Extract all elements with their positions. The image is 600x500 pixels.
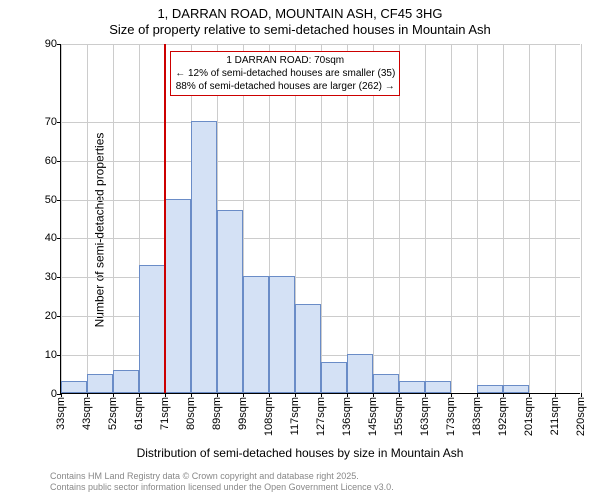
grid-line-v xyxy=(321,44,322,393)
x-tick-label: 127sqm xyxy=(315,397,327,436)
grid-line-v xyxy=(451,44,452,393)
y-tick-label: 10 xyxy=(45,349,57,361)
histogram-bar xyxy=(243,276,269,393)
grid-line-v xyxy=(503,44,504,393)
x-tick-label: 61sqm xyxy=(133,397,145,430)
y-tick-label: 90 xyxy=(45,38,57,50)
x-tick-label: 99sqm xyxy=(237,397,249,430)
y-tick-label: 50 xyxy=(45,194,57,206)
histogram-bar xyxy=(503,385,529,393)
x-tick-mark xyxy=(217,393,218,397)
y-tick-label: 20 xyxy=(45,310,57,322)
histogram-bar xyxy=(321,362,347,393)
grid-line-v xyxy=(581,44,582,393)
chart-footer: Contains HM Land Registry data © Crown c… xyxy=(50,471,394,494)
x-tick-label: 145sqm xyxy=(367,397,379,436)
plot-area: 0102030405060709033sqm43sqm52sqm61sqm71s… xyxy=(60,44,580,394)
histogram-bar xyxy=(373,374,399,393)
x-tick-label: 71sqm xyxy=(159,397,171,430)
footer-line-2: Contains public sector information licen… xyxy=(50,482,394,494)
x-tick-mark xyxy=(113,393,114,397)
x-tick-mark xyxy=(477,393,478,397)
annotation-line: 88% of semi-detached houses are larger (… xyxy=(175,80,395,93)
grid-line-v xyxy=(555,44,556,393)
histogram-bar xyxy=(347,354,373,393)
x-tick-mark xyxy=(165,393,166,397)
x-tick-label: 117sqm xyxy=(289,397,301,435)
annotation-box: 1 DARRAN ROAD: 70sqm← 12% of semi-detach… xyxy=(170,51,400,96)
y-tick-label: 30 xyxy=(45,271,57,283)
histogram-bar xyxy=(399,381,425,393)
histogram-bar xyxy=(477,385,503,393)
histogram-bar xyxy=(113,370,139,393)
y-tick-label: 40 xyxy=(45,232,57,244)
x-tick-mark xyxy=(321,393,322,397)
grid-line-v xyxy=(87,44,88,393)
x-tick-mark xyxy=(139,393,140,397)
grid-line-v xyxy=(477,44,478,393)
x-tick-mark xyxy=(347,393,348,397)
grid-line-v xyxy=(529,44,530,393)
x-tick-label: 211sqm xyxy=(549,397,561,435)
histogram-bar xyxy=(217,210,243,393)
x-tick-label: 108sqm xyxy=(263,397,275,436)
histogram-bar xyxy=(139,265,165,393)
x-tick-mark xyxy=(87,393,88,397)
x-tick-mark xyxy=(373,393,374,397)
grid-line-v xyxy=(399,44,400,393)
grid-line-v xyxy=(347,44,348,393)
x-tick-label: 192sqm xyxy=(497,397,509,436)
x-tick-label: 183sqm xyxy=(471,397,483,436)
x-tick-mark xyxy=(191,393,192,397)
x-tick-mark xyxy=(425,393,426,397)
x-tick-label: 155sqm xyxy=(393,397,405,436)
x-tick-label: 52sqm xyxy=(107,397,119,430)
histogram-bar xyxy=(61,381,87,393)
x-tick-mark xyxy=(399,393,400,397)
histogram-bar xyxy=(269,276,295,393)
property-size-chart: 1, DARRAN ROAD, MOUNTAIN ASH, CF45 3HG S… xyxy=(0,0,600,500)
x-tick-mark xyxy=(243,393,244,397)
x-tick-label: 80sqm xyxy=(185,397,197,430)
annotation-line: 1 DARRAN ROAD: 70sqm xyxy=(175,54,395,67)
chart-title-address: 1, DARRAN ROAD, MOUNTAIN ASH, CF45 3HG xyxy=(0,6,600,21)
x-tick-label: 43sqm xyxy=(81,397,93,430)
histogram-bar xyxy=(87,374,113,393)
x-tick-mark xyxy=(581,393,582,397)
grid-line-v xyxy=(425,44,426,393)
x-tick-mark xyxy=(555,393,556,397)
x-tick-label: 163sqm xyxy=(419,397,431,436)
annotation-line: ← 12% of semi-detached houses are smalle… xyxy=(175,67,395,80)
x-tick-mark xyxy=(295,393,296,397)
histogram-bar xyxy=(191,121,217,393)
x-tick-mark xyxy=(529,393,530,397)
x-tick-mark xyxy=(269,393,270,397)
x-tick-label: 173sqm xyxy=(445,397,457,436)
x-tick-label: 136sqm xyxy=(341,397,353,436)
x-tick-label: 33sqm xyxy=(55,397,67,430)
chart-title-description: Size of property relative to semi-detach… xyxy=(0,22,600,37)
x-axis-label: Distribution of semi-detached houses by … xyxy=(0,446,600,460)
x-tick-label: 201sqm xyxy=(523,397,535,436)
grid-line-v xyxy=(373,44,374,393)
x-tick-mark xyxy=(503,393,504,397)
reference-line xyxy=(164,44,166,393)
x-tick-mark xyxy=(451,393,452,397)
histogram-bar xyxy=(295,304,321,393)
grid-line-v xyxy=(113,44,114,393)
x-tick-label: 89sqm xyxy=(211,397,223,430)
y-tick-label: 70 xyxy=(45,116,57,128)
histogram-bar xyxy=(165,199,191,393)
x-tick-label: 220sqm xyxy=(575,397,587,436)
x-tick-mark xyxy=(61,393,62,397)
grid-line-v xyxy=(61,44,62,393)
footer-line-1: Contains HM Land Registry data © Crown c… xyxy=(50,471,394,483)
y-tick-label: 60 xyxy=(45,155,57,167)
histogram-bar xyxy=(425,381,451,393)
